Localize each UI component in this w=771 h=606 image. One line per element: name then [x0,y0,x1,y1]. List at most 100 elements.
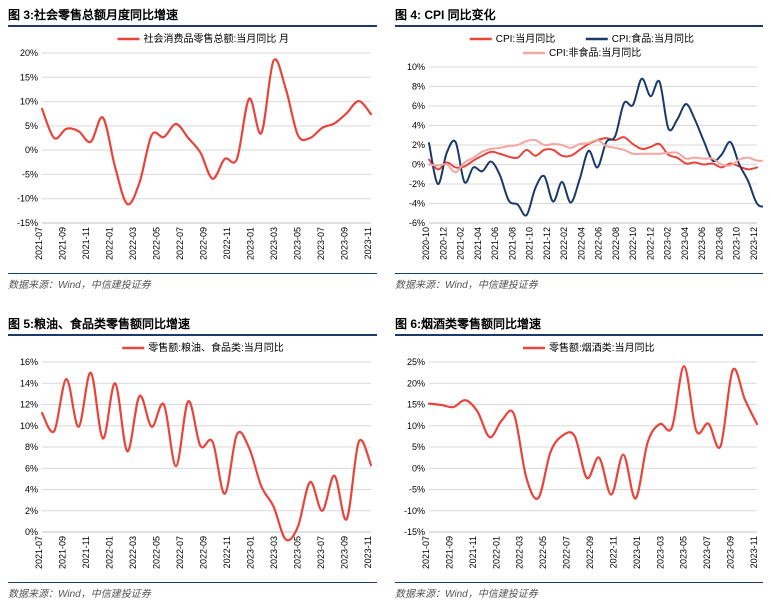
x-tick-label: 2023-11 [749,536,759,568]
chart3-title: 图 3:社会零售总额月度同比增速 [8,6,377,27]
x-tick-label: 2023-05 [293,536,303,569]
y-tick-label: 15% [20,72,38,82]
x-tick-label: 2022-03 [128,536,138,569]
x-tick-label: 2021-09 [444,536,454,569]
y-tick-label: 6% [25,463,38,473]
chart6-source: 数据来源：Wind，中信建投证券 [395,582,763,600]
x-tick-label: 2021-09 [58,227,68,260]
y-tick-label: -15% [404,527,425,537]
chart4-title: 图 4: CPI 同比变化 [395,6,763,27]
y-tick-label: 4% [412,121,425,131]
x-tick-label: 2023-08 [714,227,724,260]
x-tick-label: 2022-07 [175,536,185,569]
x-tick-label: 2023-05 [293,227,303,260]
y-tick-label: -5% [409,485,425,495]
series-line-0 [42,59,371,204]
y-tick-label: 14% [20,378,38,388]
y-tick-label: 10% [20,421,38,431]
x-tick-label: 2022-11 [222,536,232,568]
chart4-plot: CPI:当月同比CPI:食品:当月同比CPI:非食品:当月同比-6%-4%-2%… [395,29,763,271]
x-tick-label: 2021-08 [507,227,517,260]
legend-label: 社会消费品零售总额:当月同比 月 [144,32,290,45]
x-tick-label: 2020-10 [421,227,431,260]
chart3-source: 数据来源：Wind，中信建投证券 [8,273,377,291]
x-tick-label: 2022-11 [222,227,232,259]
series-line-1 [429,79,763,216]
x-tick-label: 2023-11 [363,536,373,568]
legend-label: CPI:非食品:当月同比 [549,46,641,59]
x-tick-label: 2023-07 [702,536,712,569]
legend-label: 零售额:粮油、食品类:当月同比 [148,341,284,354]
y-tick-label: 10% [20,97,38,107]
x-tick-label: 2023-07 [316,536,326,569]
chart-grid: 图 3:社会零售总额月度同比增速 社会消费品零售总额:当月同比 月 -15% -10… [8,6,763,600]
chart5-source: 数据来源：Wind，中信建投证券 [8,582,377,600]
x-tick-label: 2021-04 [473,227,483,260]
y-tick-label: 0% [25,527,38,537]
chart-legend: 社会消费品零售总额:当月同比 月 [118,32,290,45]
x-tick-label: 2023-11 [363,227,373,259]
chart-legend: 零售额:粮油、食品类:当月同比 [122,341,284,354]
y-tick-label: 6% [412,101,425,111]
x-tick-label: 2023-03 [269,227,279,260]
y-tick-label: -10% [17,194,38,204]
x-tick-label: 2021-06 [490,227,500,260]
legend-label: 零售额:烟酒类:当月同比 [549,341,655,354]
x-tick-label: 2023-02 [663,227,673,260]
x-tick-label: 2021-09 [58,536,68,569]
y-grid: -15%-10%-5%0%5%10%15%20% [17,48,371,228]
x-tick-label: 2023-03 [655,536,665,569]
x-tick-label: 2022-08 [611,227,621,260]
series-line-0 [429,366,757,499]
panel-chart4: 图 4: CPI 同比变化 CPI:当月同比CPI:食品:当月同比CPI:非食品… [395,6,763,291]
y-tick-label: -6% [409,218,425,228]
x-tick-label: 2022-05 [538,536,548,569]
x-tick-label: 2022-09 [199,536,209,569]
y-tick-label: -2% [409,179,425,189]
y-tick-label: 5% [412,442,425,452]
panel-chart6: 图 6:烟酒类零售额同比增速 零售额:烟酒类:当月同比-15%-10%-5%0%… [395,315,763,600]
x-tick-label: 2022-06 [594,227,604,260]
x-tick-label: 2022-02 [559,227,569,260]
y-tick-label: -15% [17,218,38,228]
y-tick-label: 0% [25,145,38,155]
x-tick-label: 2022-03 [128,227,138,260]
legend-label: CPI:当月同比 [496,32,555,45]
x-tick-label: 2021-07 [34,536,44,569]
x-tick-label: 2023-07 [316,227,326,260]
x-tick-label: 2023-06 [697,227,707,260]
x-tick-label: 2022-05 [152,536,162,569]
y-tick-label: 8% [25,442,38,452]
x-tick-label: 2021-12 [542,227,552,260]
x-tick-label: 2022-07 [175,227,185,260]
x-tick-label: 2023-12 [749,227,759,260]
x-tick-label: 2022-01 [491,536,501,569]
x-tick-label: 2023-04 [680,227,690,260]
chart6-title: 图 6:烟酒类零售额同比增速 [395,315,763,336]
y-tick-label: 10% [407,421,425,431]
x-tick-label: 2023-09 [340,227,350,260]
x-axis-labels: 2021-072021-092021-112022-012022-032022-… [421,536,759,569]
x-tick-label: 2021-07 [34,227,44,260]
y-tick-label: 5% [25,121,38,131]
chart5-plot: 零售额:粮油、食品类:当月同比0%2%4%6%8%10%12%14%16%202… [8,338,377,580]
y-tick-label: 10% [407,62,425,72]
x-tick-label: 2022-10 [628,227,638,260]
y-tick-label: -4% [409,199,425,209]
x-tick-label: 2023-03 [269,536,279,569]
y-tick-label: 16% [20,357,38,367]
y-grid: -15%-10%-5%0%5%10%15%20%25% [404,357,757,537]
x-tick-label: 2023-09 [340,536,350,569]
panel-chart3: 图 3:社会零售总额月度同比增速 社会消费品零售总额:当月同比 月 -15% -10… [8,6,377,291]
x-tick-label: 2023-09 [726,536,736,569]
x-tick-label: 2022-03 [515,536,525,569]
x-axis-labels: 2021-072021-092021-112022-012022-032022-… [34,227,373,260]
chart4-source: 数据来源：Wind，中信建投证券 [395,273,763,291]
x-tick-label: 2021-07 [421,536,431,569]
y-tick-label: 20% [407,378,425,388]
x-tick-label: 2023-10 [732,227,742,260]
x-tick-label: 2020-12 [438,227,448,260]
chart3-plot: 社会消费品零售总额:当月同比 月-15%-10%-5%0%5%10%15%20%… [8,29,377,271]
x-axis-labels: 2021-072021-092021-112022-012022-032022-… [34,536,373,569]
y-tick-label: -5% [22,169,38,179]
